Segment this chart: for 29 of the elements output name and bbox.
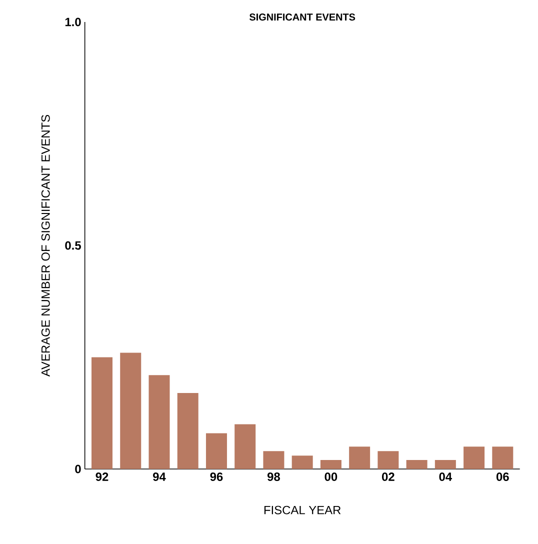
bar (434, 460, 456, 469)
chart-title: SIGNIFICANT EVENTS (249, 14, 356, 21)
bar (92, 357, 112, 469)
x-tick-label: 04 (439, 472, 452, 481)
bar (292, 456, 313, 469)
bar (120, 352, 142, 469)
bar (320, 460, 342, 469)
bar (492, 446, 514, 469)
y-tick-label: 1.0 (65, 18, 81, 26)
x-tick-label: 00 (324, 472, 338, 481)
bar (378, 451, 399, 469)
x-tick-label: 94 (153, 472, 166, 481)
x-tick-label: 02 (382, 472, 394, 481)
y-tick-label: 0 (75, 464, 81, 474)
bar (148, 375, 170, 469)
x-tick-label: 06 (496, 472, 509, 481)
bar (234, 424, 256, 469)
x-axis-title: FISCAL YEAR (264, 506, 341, 514)
bar (349, 446, 370, 469)
bar (177, 393, 198, 469)
y-tick-label: 0.5 (65, 241, 81, 250)
bar (406, 460, 428, 469)
bar (464, 446, 485, 469)
x-tick-label: 98 (267, 472, 280, 481)
bar (263, 451, 284, 469)
bar (206, 433, 227, 469)
x-tick-label: 92 (96, 472, 108, 481)
y-axis-title: AVERAGE NUMBER OF SIGNIFICANT EVENTS (41, 114, 50, 377)
x-tick-label: 96 (210, 472, 223, 481)
